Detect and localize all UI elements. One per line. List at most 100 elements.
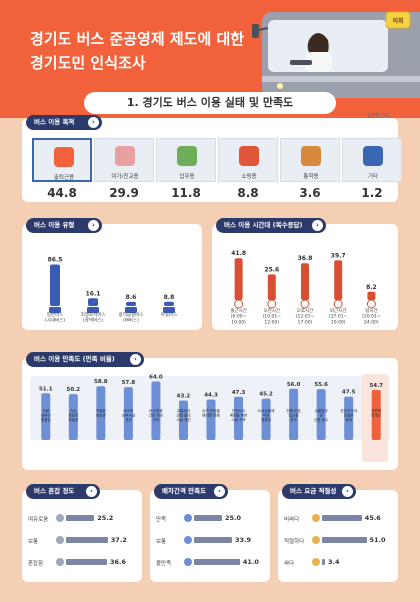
leisure-icon — [115, 146, 135, 166]
purpose-value: 3.6 — [299, 186, 321, 200]
category-label: 냉난방 — [96, 413, 107, 418]
category-label: 안내 — [153, 417, 160, 422]
purpose-label: 업무용 — [179, 174, 195, 180]
clock-icon — [184, 558, 192, 566]
category-label: (20:01~ — [362, 314, 381, 320]
hbar-value: 25.0 — [225, 514, 242, 522]
satisfaction-title: 버스 이용 만족도 (만족 비율) › — [26, 352, 144, 367]
commuter-icon — [54, 147, 74, 167]
steering-wheel — [290, 60, 312, 65]
category-label: 내부의 — [41, 413, 51, 418]
bar — [367, 291, 376, 300]
category-label: 복장의 — [68, 413, 78, 418]
hbar-value: 25.2 — [97, 514, 114, 522]
bus-icon — [163, 307, 175, 313]
clock-icon — [300, 299, 310, 309]
clock-icon — [366, 299, 376, 309]
bus-stripe — [262, 76, 420, 82]
usage-type-title-text: 버스 이용 유형 — [34, 221, 75, 229]
hbar-label: 만족 — [156, 517, 167, 523]
bar-value-label: 55.6 — [314, 382, 328, 388]
bar-value-label: 47.5 — [342, 390, 356, 396]
passenger-icon — [56, 536, 64, 544]
purpose-title-text: 버스 이용 목적 — [34, 118, 75, 126]
header: 의회 경기도 버스 준공영제 제도에 대한 경기도민 인식조사 — [0, 0, 420, 118]
coin-icon — [312, 514, 320, 522]
purpose-label: 여가/친교용 — [111, 174, 139, 180]
bar — [344, 396, 354, 440]
interval-panel — [150, 490, 270, 582]
usage-type-title: 버스 이용 유형 › — [26, 218, 102, 233]
unit-note: [단위: %] — [368, 113, 390, 119]
purpose-value: 44.8 — [47, 186, 77, 200]
category-label: 24:00) — [364, 319, 379, 325]
usage-time-chart: 41.8 출근시간(6:00~10:00) 25.6 오전시간(10:01~12:00… — [230, 250, 381, 325]
category-label: 시설 구축 — [231, 417, 246, 422]
bar-value-label: 56.0 — [287, 382, 301, 388]
category-label: 및 — [319, 413, 323, 418]
bar-value-label: 44.3 — [204, 392, 218, 398]
bar — [164, 301, 174, 306]
more-icon — [363, 146, 383, 166]
bus-headlight — [277, 83, 283, 89]
category-label: 20:00) — [331, 319, 346, 325]
category-label: 광역급행버스 — [119, 311, 144, 318]
bar — [41, 393, 51, 440]
bar-value-label: 8.6 — [126, 294, 137, 301]
arrow-right-icon: › — [86, 486, 97, 497]
category-label: (광역버스) — [83, 317, 103, 324]
purpose-label: 쇼핑용 — [241, 174, 257, 180]
category-label: 일반버스 — [47, 311, 64, 318]
category-label: 응대 — [345, 417, 352, 422]
category-label: 안전사고 — [232, 408, 246, 413]
category-label: 정류장 — [261, 417, 272, 422]
passenger-icon — [56, 514, 64, 522]
coin-icon — [312, 536, 320, 544]
arrow-right-icon: › — [88, 117, 99, 128]
category-label: 관련 편의 — [176, 413, 190, 418]
purpose-card: 통학용 — [280, 138, 340, 182]
fare-panel — [278, 490, 398, 582]
bus-mirror — [252, 24, 259, 38]
bar-value-label: 64.0 — [149, 374, 163, 380]
arrow-right-icon: › — [130, 354, 141, 365]
driver-hair — [307, 33, 329, 54]
work-icon — [177, 146, 197, 166]
bar-value-label: 58.8 — [94, 379, 108, 385]
purpose-card: 기타 — [342, 138, 402, 182]
bar-value-label: 16.1 — [86, 290, 101, 297]
clock-icon — [234, 299, 244, 309]
interval-title-text: 배차간격 만족도 — [162, 487, 207, 495]
purpose-value: 11.8 — [171, 186, 201, 200]
arrow-right-icon: › — [342, 486, 353, 497]
category-label: 신호 준수 — [314, 417, 329, 422]
hbar-label: 혼잡함 — [28, 561, 44, 567]
category-label: 친절한 — [344, 413, 355, 418]
bar — [234, 258, 243, 300]
hbar — [194, 515, 222, 521]
category-label: (시내버스) — [45, 317, 65, 324]
mirror-arm — [258, 27, 269, 31]
bar-value-label: 45.2 — [259, 392, 273, 398]
bar — [50, 264, 60, 306]
arrow-right-icon: › — [88, 220, 99, 231]
hbar-label: 보통 — [156, 539, 167, 545]
bar — [301, 263, 309, 300]
page-title-line1: 경기도 버스 준공영제 제도에 대한 — [30, 30, 245, 48]
bar — [96, 386, 106, 440]
page-title-line2: 경기도민 인식조사 — [30, 54, 146, 72]
bar — [267, 274, 276, 300]
bar — [123, 387, 133, 440]
bar — [126, 301, 136, 306]
header-illustration: 의회 — [252, 11, 420, 98]
usage-type-chart: 86.5 일반버스(시내버스) 16.1 직행좌석버스(광역버스) 8.6 광역급행버스(… — [45, 256, 177, 324]
category-label: 퇴근시간 — [330, 307, 347, 314]
shopping-cart-icon — [239, 146, 259, 166]
fare-title: 버스 요금 적절성 › — [282, 484, 356, 499]
hbar-value: 41.0 — [242, 558, 259, 566]
category-label: 따른 — [263, 413, 270, 418]
category-label: 만족도 — [371, 413, 382, 418]
category-label: 예방을 위한 — [230, 413, 248, 418]
purpose-value: 29.9 — [109, 186, 139, 200]
